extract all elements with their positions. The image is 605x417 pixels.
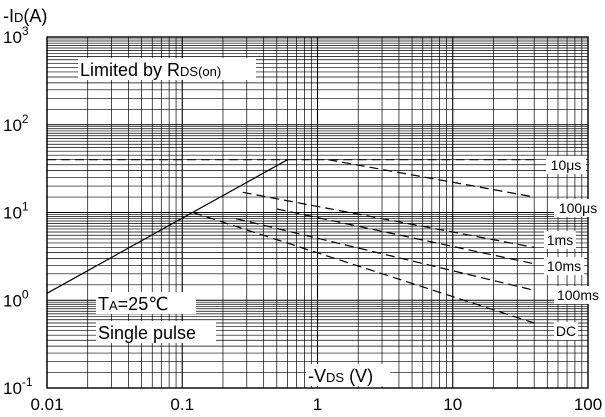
curve-label-4-bg [554, 286, 602, 304]
pulse-annotation: Single pulse [98, 323, 196, 343]
x-tick-label: 100 [574, 395, 602, 414]
curve-label-1-bg [554, 199, 602, 217]
pulse-annotation-bg [96, 321, 216, 343]
ta-annotation: TA=25℃ [98, 294, 168, 314]
grid [46, 36, 589, 389]
curve-label-3-bg [544, 257, 584, 275]
y-tick-label: 101 [3, 200, 29, 223]
curve-label-0: 10μs [551, 157, 582, 173]
y-tick-label: 100 [3, 287, 29, 310]
x-tick-label: 0.01 [30, 395, 63, 414]
y-tick-label: 103 [3, 24, 29, 47]
series-line-4 [276, 208, 535, 265]
ta-annotation-bg [96, 292, 196, 314]
labels: 0.01 0.1 1 10 100 10-1 100 101 102 103-ID(A) -VDS … [3, 6, 602, 414]
curve-label-5-bg [554, 322, 578, 340]
curve-label-5: DC [556, 323, 576, 339]
y-tick-label: 102 [3, 112, 29, 135]
x-tick-label: 0.1 [170, 395, 194, 414]
x-tick-label: 10 [443, 395, 462, 414]
rds-limit-annotation-bg [78, 58, 256, 80]
y-axis-label: -ID(A) [3, 6, 47, 26]
series-lines [46, 159, 535, 324]
curve-label-0-bg [546, 156, 586, 174]
series-line-0 [46, 159, 288, 294]
curve-label-4: 100ms [557, 287, 599, 303]
curve-label-2-bg [544, 231, 576, 249]
x-tick-label: 1 [313, 395, 322, 414]
curve-label-2: 1ms [547, 232, 573, 248]
series-line-6 [192, 211, 535, 324]
series-line-5 [235, 218, 535, 291]
x-axis-label: -VDS (V) [308, 366, 373, 386]
y-tick-label: 10-1 [3, 375, 33, 398]
series-line-2 [328, 159, 535, 198]
curve-label-1: 100μs [559, 200, 597, 216]
rds-limit-annotation: Limited by RDS(on) [80, 60, 221, 80]
x-axis-label-bg [306, 364, 390, 386]
series-line-3 [242, 191, 535, 248]
curve-label-3: 10ms [547, 258, 581, 274]
